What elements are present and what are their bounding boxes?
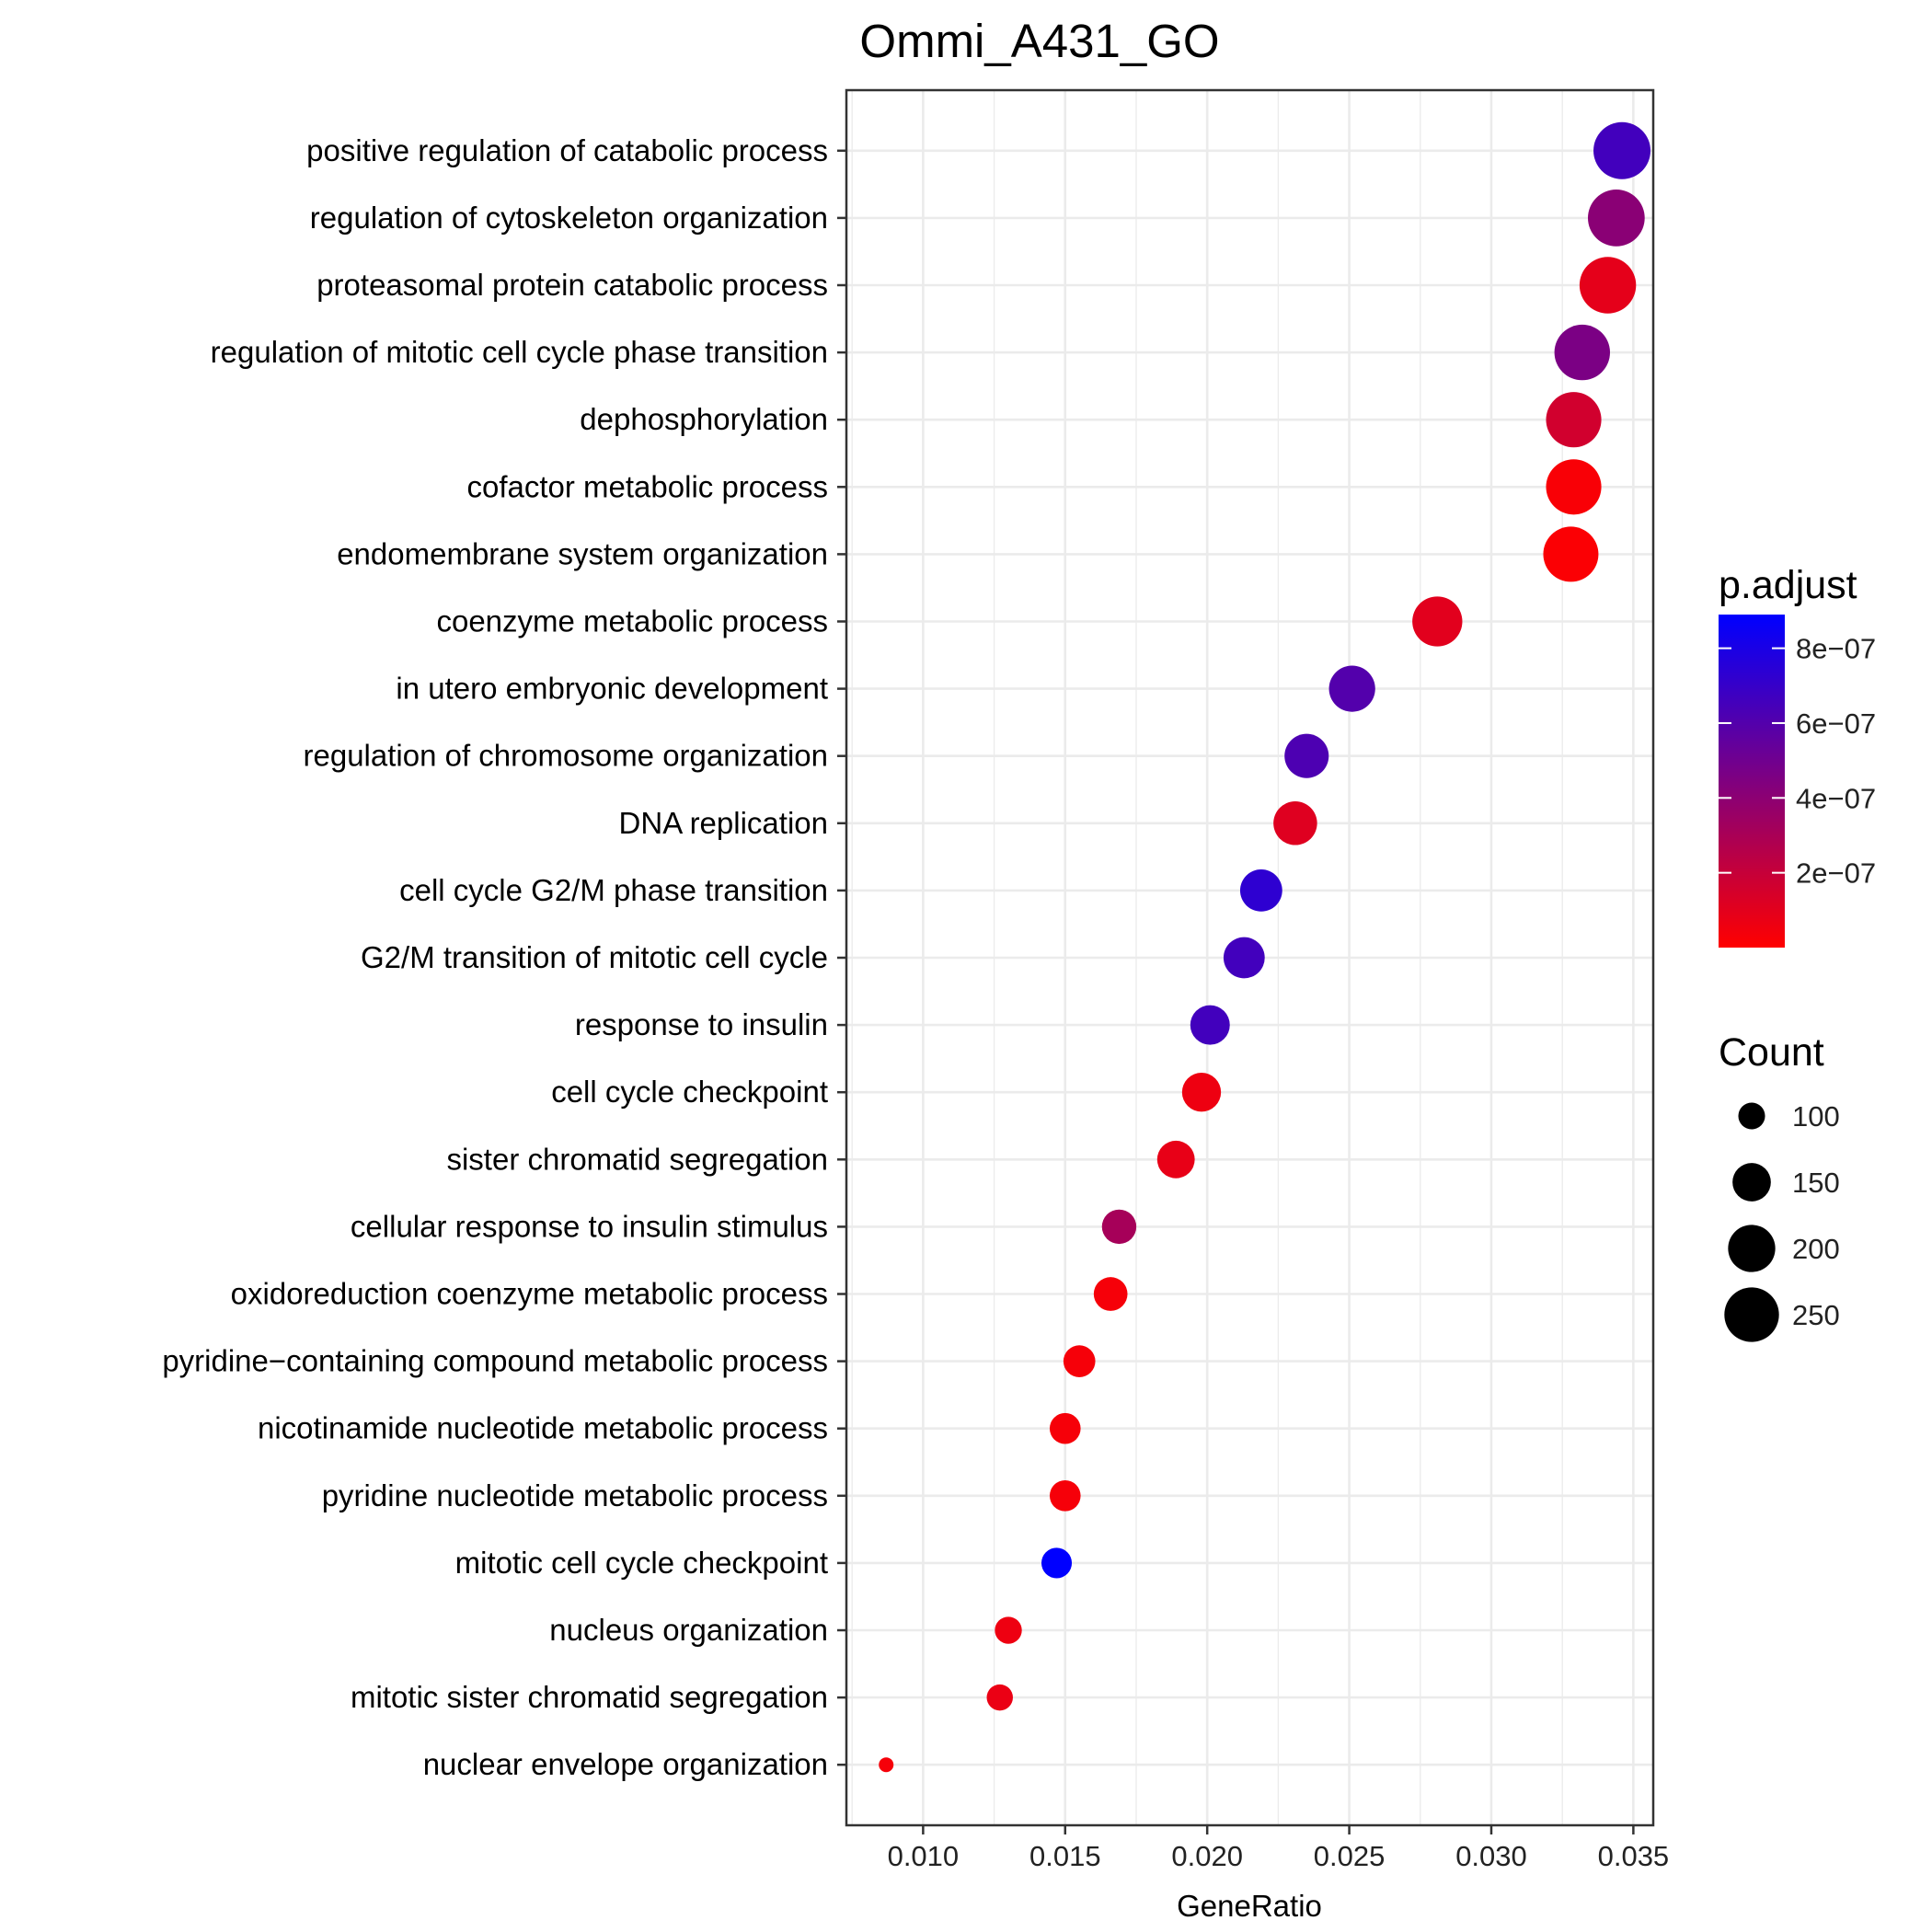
y-tick-label: cell cycle G2/M phase transition <box>399 873 828 907</box>
x-axis-title: GeneRatio <box>1177 1889 1322 1923</box>
data-point <box>1284 733 1329 778</box>
y-tick-label: nicotinamide nucleotide metabolic proces… <box>258 1411 828 1445</box>
y-tick-label: mitotic sister chromatid segregation <box>351 1680 828 1714</box>
y-tick-label: dephosphorylation <box>580 402 828 436</box>
x-tick-label: 0.020 <box>1171 1840 1243 1872</box>
y-tick-label: nucleus organization <box>549 1613 828 1647</box>
data-point <box>1049 1479 1081 1512</box>
x-tick-label: 0.015 <box>1029 1840 1101 1872</box>
y-tick-label: DNA replication <box>619 806 828 840</box>
size-legend-key <box>1728 1225 1776 1272</box>
size-legend: Count 100 150 200 250 <box>1719 1030 1840 1342</box>
y-tick-label: in utero embryonic development <box>396 672 828 706</box>
y-tick-label: coenzyme metabolic process <box>436 604 828 638</box>
data-point <box>1546 392 1602 448</box>
size-legend-title: Count <box>1719 1030 1824 1075</box>
y-tick-label: proteasomal protein catabolic process <box>316 268 828 302</box>
data-point <box>1063 1345 1096 1377</box>
y-tick-label: response to insulin <box>575 1007 828 1041</box>
y-tick-label: endomembrane system organization <box>337 536 828 570</box>
y-tick-label: cofactor metabolic process <box>466 469 828 503</box>
data-point <box>1101 1209 1137 1245</box>
data-point <box>1223 937 1265 979</box>
y-tick-label: cell cycle checkpoint <box>551 1075 828 1109</box>
y-tick-label: regulation of chromosome organization <box>304 739 829 773</box>
data-point <box>1593 121 1651 179</box>
color-legend-title: p.adjust <box>1719 563 1857 607</box>
y-tick-label: positive regulation of catabolic process <box>306 133 828 167</box>
data-point <box>1543 526 1599 582</box>
x-tick-label: 0.030 <box>1455 1840 1527 1872</box>
data-point <box>1579 257 1637 314</box>
size-legend-key <box>1732 1163 1771 1202</box>
data-point <box>1273 801 1317 845</box>
color-legend: p.adjust 8e−07 6e−07 4e−07 2e−07 <box>1719 563 1876 948</box>
x-tick-label: 0.025 <box>1314 1840 1386 1872</box>
size-legend-keys: 100 150 200 250 <box>1724 1100 1840 1342</box>
color-bar <box>1719 615 1785 948</box>
data-point <box>1239 869 1282 912</box>
size-legend-label: 100 <box>1792 1100 1840 1133</box>
color-bar-label: 6e−07 <box>1796 707 1876 740</box>
data-point <box>986 1684 1013 1711</box>
y-tick-label: G2/M transition of mitotic cell cycle <box>361 940 828 974</box>
y-tick-label: regulation of cytoskeleton organization <box>310 201 828 235</box>
data-point <box>879 1757 894 1773</box>
color-bar-label: 8e−07 <box>1796 633 1876 665</box>
data-point <box>1546 459 1602 515</box>
data-point <box>1412 596 1463 647</box>
data-point <box>1049 1412 1081 1444</box>
data-point <box>1587 190 1645 247</box>
data-point <box>1328 665 1375 712</box>
y-tick-label: mitotic cell cycle checkpoint <box>455 1546 828 1580</box>
color-bar-ticks: 8e−07 6e−07 4e−07 2e−07 <box>1719 633 1876 890</box>
x-tick-label: 0.035 <box>1598 1840 1670 1872</box>
chart-title: Ommi_A431_GO <box>859 15 1219 67</box>
y-tick-label: cellular response to insulin stimulus <box>351 1209 828 1243</box>
y-tick-label: pyridine nucleotide metabolic process <box>322 1478 828 1512</box>
size-legend-label: 150 <box>1792 1167 1840 1199</box>
y-tick-label: sister chromatid segregation <box>446 1142 828 1176</box>
data-points <box>879 121 1651 1773</box>
data-point <box>1156 1140 1195 1179</box>
data-point <box>1041 1547 1073 1579</box>
color-bar-label: 2e−07 <box>1796 857 1876 890</box>
size-legend-key <box>1738 1102 1765 1130</box>
y-tick-label: nuclear envelope organization <box>423 1747 828 1781</box>
data-point <box>1093 1277 1128 1311</box>
size-legend-key <box>1724 1287 1779 1342</box>
y-tick-label: regulation of mitotic cell cycle phase t… <box>211 335 828 369</box>
y-axis: positive regulation of catabolic process… <box>162 133 846 1781</box>
y-tick-label: pyridine−containing compound metabolic p… <box>162 1344 828 1378</box>
y-tick-label: oxidoreduction coenzyme metabolic proces… <box>231 1277 828 1311</box>
data-point <box>1190 1005 1230 1045</box>
size-legend-label: 250 <box>1792 1299 1840 1331</box>
size-legend-label: 200 <box>1792 1233 1840 1265</box>
data-point <box>1181 1073 1222 1112</box>
data-point <box>995 1616 1022 1644</box>
x-tick-label: 0.010 <box>888 1840 960 1872</box>
color-bar-label: 4e−07 <box>1796 782 1876 814</box>
x-axis: 0.010 0.015 0.020 0.025 0.030 0.035 <box>888 1825 1670 1872</box>
data-point <box>1554 324 1610 381</box>
